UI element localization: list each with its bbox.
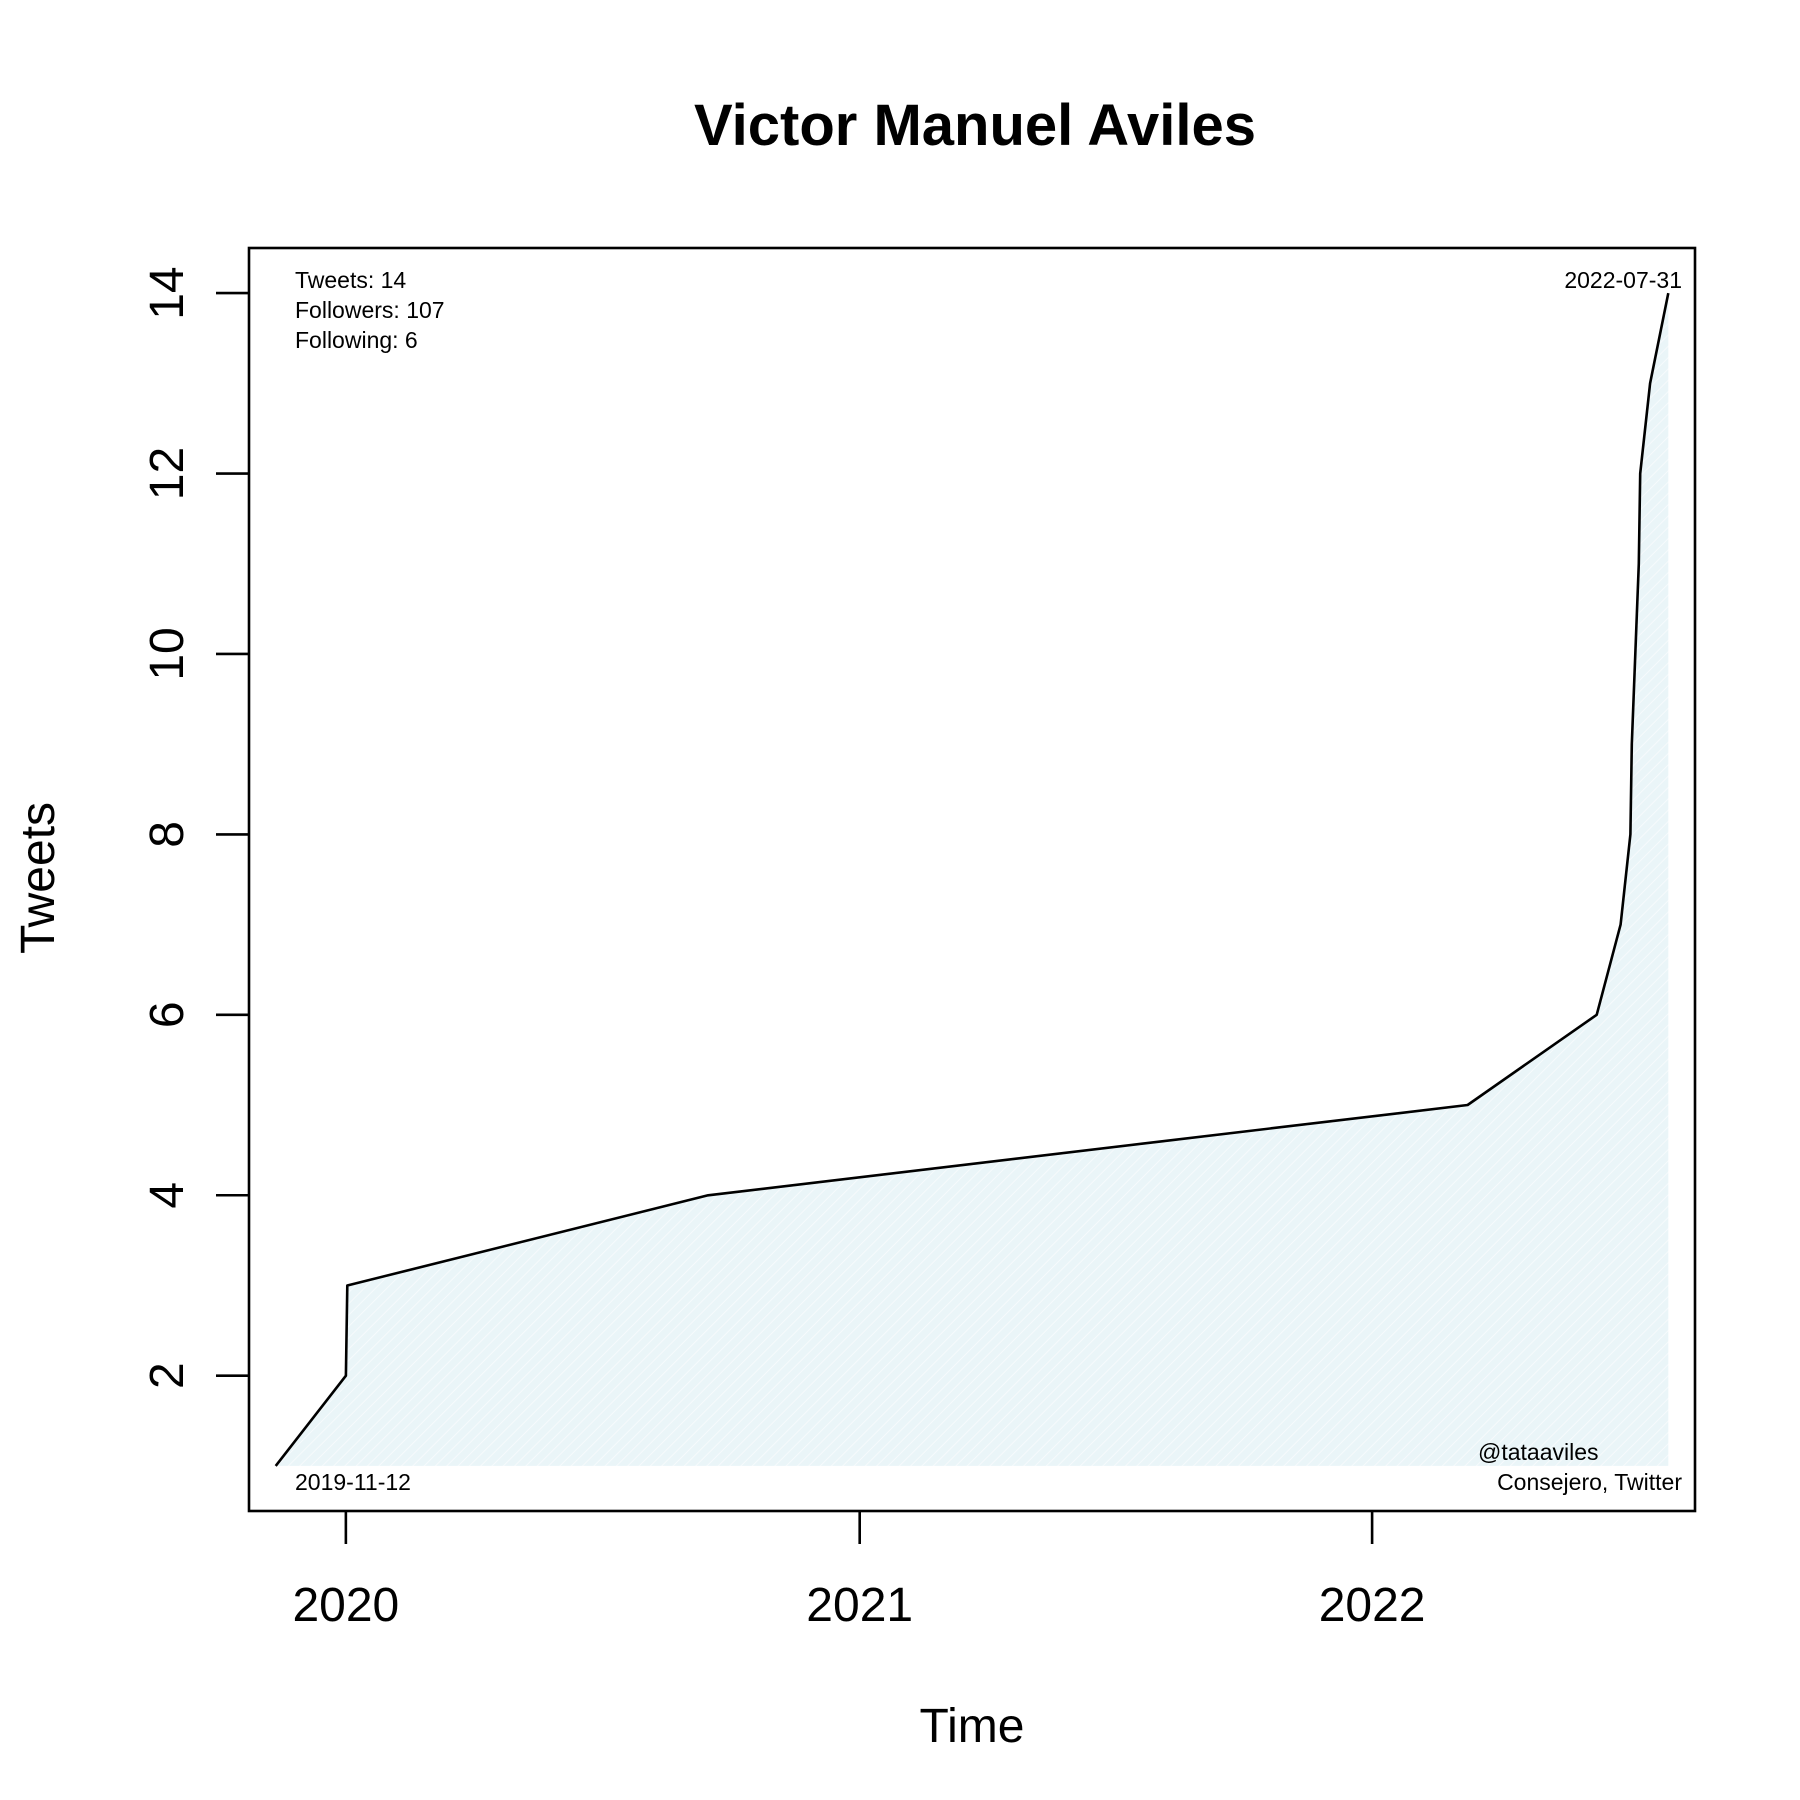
start-date-label: 2019-11-12 (295, 1469, 411, 1495)
plot-area (274, 292, 1670, 1467)
y-tick-label-12: 12 (141, 447, 194, 500)
x-tick-label-2022: 2022 (1319, 1579, 1426, 1632)
x-axis-title: Time (920, 1700, 1025, 1753)
y-tick-label-10: 10 (141, 627, 194, 680)
plot-frame (247, 246, 1697, 1513)
account-role: Consejero, Twitter (1497, 1469, 1682, 1495)
x-axis: 2020 2021 2022 (292, 1511, 1425, 1632)
y-axis-title: Tweets (12, 802, 65, 954)
stats-followers: Followers: 107 (295, 297, 445, 323)
y-tick-label-6: 6 (141, 1001, 194, 1028)
y-tick-label-8: 8 (141, 821, 194, 848)
end-date-label: 2022-07-31 (1564, 267, 1682, 293)
x-tick-label-2020: 2020 (292, 1579, 399, 1632)
y-tick-label-4: 4 (141, 1182, 194, 1209)
stats-annotation: Tweets: 14 Followers: 107 Following: 6 (295, 267, 445, 353)
y-tick-label-2: 2 (141, 1362, 194, 1389)
y-axis: 2 4 6 8 10 12 14 (141, 266, 249, 1389)
account-handle: @tataaviles (1478, 1439, 1599, 1465)
tweets-series-line (274, 292, 1670, 1467)
chart-title: Victor Manuel Aviles (694, 93, 1256, 158)
stats-tweets: Tweets: 14 (295, 267, 406, 293)
y-tick-label-14: 14 (141, 266, 194, 319)
x-tick-label-2021: 2021 (806, 1579, 913, 1632)
stats-following: Following: 6 (295, 327, 418, 353)
tweets-area-fill (275, 293, 1669, 1466)
